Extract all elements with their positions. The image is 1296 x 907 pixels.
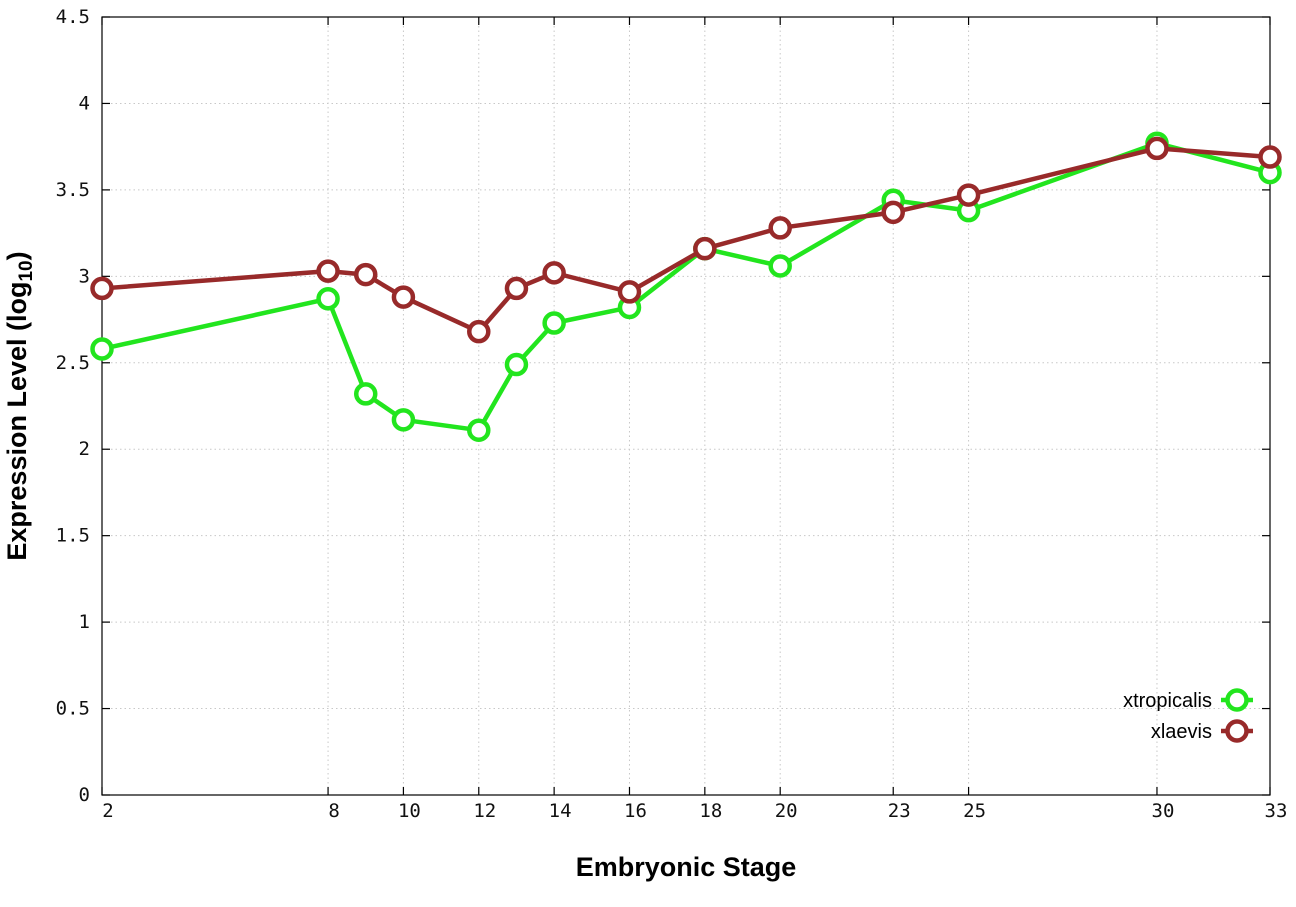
data-point — [90, 337, 114, 361]
data-point — [617, 280, 642, 304]
legend-swatch-marker — [1225, 719, 1249, 743]
data-point — [768, 216, 792, 240]
x-tick-label: 14 — [549, 800, 572, 822]
data-point — [467, 319, 491, 344]
x-tick-label: 2 — [102, 800, 113, 822]
y-tick-label: 3 — [79, 265, 90, 287]
series-xlaevis — [90, 136, 1282, 344]
data-point — [542, 311, 566, 335]
y-axis-title-close: ) — [2, 251, 32, 260]
x-tick-label: 12 — [473, 800, 496, 822]
y-tick-label: 0.5 — [56, 698, 90, 720]
y-tick-label: 4.5 — [56, 6, 90, 28]
axis-ticks — [101, 16, 1271, 796]
series-line — [101, 146, 1271, 334]
series-xtropicalis — [90, 131, 1282, 442]
legend-label: xlaevis — [1151, 721, 1212, 743]
legend-item-xlaevis: xlaevis — [1151, 719, 1253, 743]
data-point — [391, 285, 416, 309]
x-tick-label: 25 — [963, 800, 986, 822]
data-point — [391, 408, 416, 432]
x-tick-label: 18 — [699, 800, 722, 822]
legend: xtropicalis xlaevis — [1123, 688, 1253, 743]
data-point — [316, 287, 340, 311]
x-tick-label: 23 — [888, 800, 911, 822]
legend-item-xtropicalis: xtropicalis — [1123, 688, 1253, 712]
legend-label: xtropicalis — [1123, 690, 1212, 712]
x-tick-label: 20 — [775, 800, 798, 822]
y-tick-label: 4 — [79, 92, 90, 114]
plot-frame — [101, 16, 1271, 796]
series-layer — [90, 131, 1282, 442]
y-tick-labels: 0 0.5 1 1.5 2 2.5 3 3.5 4 4.5 — [56, 6, 90, 806]
x-tick-label: 16 — [624, 800, 647, 822]
x-tick-label: 8 — [328, 800, 339, 822]
data-point — [768, 254, 792, 278]
data-point — [542, 261, 566, 285]
data-point — [504, 276, 529, 301]
data-point — [353, 382, 378, 406]
data-point — [693, 236, 717, 261]
y-axis-title: Expression Level (log10) — [2, 251, 37, 560]
data-point — [467, 418, 491, 442]
data-point — [1145, 136, 1169, 161]
y-tick-label: 0 — [79, 784, 90, 806]
y-tick-label: 3.5 — [56, 179, 90, 201]
x-tick-label: 10 — [398, 800, 421, 822]
y-tick-label: 1 — [79, 611, 90, 633]
data-point — [956, 183, 981, 207]
x-tick-label: 33 — [1265, 800, 1288, 822]
legend-swatch-marker — [1225, 688, 1249, 712]
data-point — [90, 276, 114, 301]
data-point — [881, 200, 905, 225]
data-point — [1258, 145, 1282, 169]
series-line — [101, 140, 1271, 433]
data-point — [353, 262, 378, 287]
y-axis-title-subscript: 10 — [16, 260, 37, 281]
y-tick-label: 2.5 — [56, 352, 90, 374]
x-tick-labels: 2 8 10 12 14 16 18 20 23 25 30 33 — [102, 800, 1287, 822]
data-point — [504, 352, 529, 377]
x-tick-label: 30 — [1152, 800, 1175, 822]
x-axis-title: Embryonic Stage — [576, 852, 797, 882]
y-tick-label: 2 — [79, 438, 90, 460]
grid — [102, 17, 1270, 795]
y-axis-title-main: Expression Level (log — [2, 282, 32, 561]
data-point — [316, 259, 340, 283]
y-tick-label: 1.5 — [56, 525, 90, 547]
